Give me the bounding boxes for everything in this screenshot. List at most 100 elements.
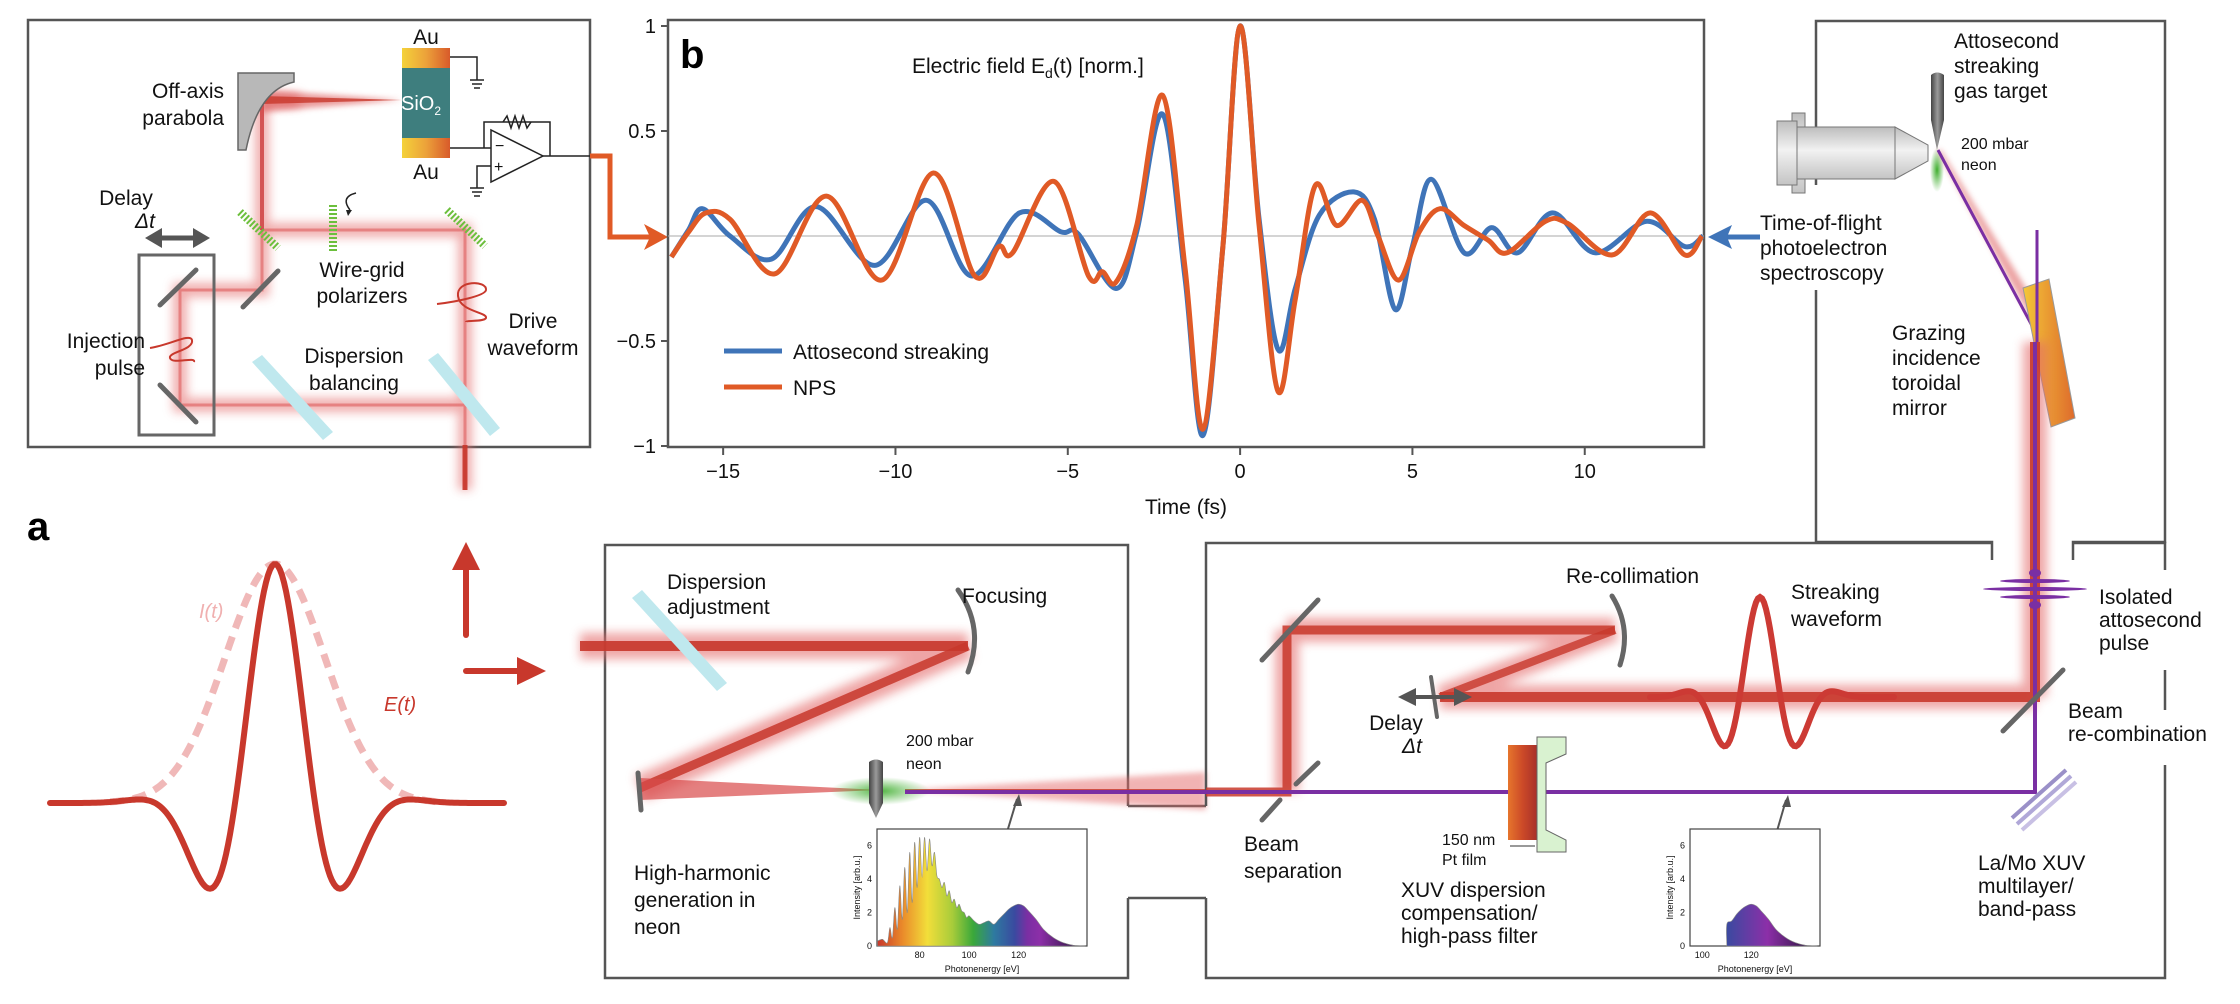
target-gas-pressure-label: 200 mbar neon	[1961, 136, 2029, 174]
beam-recombination-mirror	[2000, 667, 2066, 734]
x-tick-label: −10	[878, 461, 912, 483]
opamp-plus: +	[494, 159, 503, 176]
injection-pulse-icon	[149, 336, 195, 363]
au-electrode-top	[402, 48, 450, 68]
multilayer-label: La/Mo XUV multilayer/band-pass	[1978, 852, 2085, 921]
x-tick-label: −15	[706, 461, 740, 483]
tof-spectrometer	[1776, 112, 1929, 194]
intensity-label: I(t)	[199, 601, 223, 623]
au-bottom-label: Au	[413, 161, 439, 184]
drive-waveform-label: Drive waveform	[486, 310, 578, 360]
au-electrode-bottom	[402, 138, 450, 158]
hhg-box: Dispersion adjustment Focusing 200 mbar ne…	[580, 543, 1206, 980]
focusing-mirror	[955, 587, 978, 675]
isolated-attosecond-pulse-icon	[1983, 569, 2087, 609]
hhg-label: High-harmonic generation in neon	[634, 862, 771, 939]
off-axis-parabola-mirror	[237, 72, 295, 151]
inset-y-tick-label: 2	[867, 908, 872, 918]
steering-mirror-upper	[1259, 597, 1321, 663]
streaking-target-box: Attosecond streaking gas target 200 mbar ne…	[1760, 19, 2167, 560]
xuv-beam	[905, 342, 2037, 794]
signal-connector	[590, 153, 652, 240]
drive-waveform-icon	[436, 282, 487, 323]
sio2-label: SiO2	[401, 93, 441, 118]
panel-a-letter: a	[27, 505, 50, 549]
gas-jet	[1930, 148, 1944, 192]
opamp-minus: −	[495, 138, 504, 155]
x-tick-label: 10	[1574, 461, 1596, 483]
hhg-spectrum-inset: 0 2 4 6 80 100 120 Photonenergy [eV] Intensity […	[852, 828, 1088, 974]
x-tick-label: 0	[1235, 461, 1246, 483]
inset-y-tick-label: 4	[1680, 874, 1685, 884]
inset-x-tick-label: 120	[1011, 950, 1026, 960]
steering-mirror	[240, 268, 281, 310]
polarization-up-arrow-icon	[452, 542, 480, 638]
wire-grid-label: Wire-grid polarizers	[316, 259, 407, 308]
filter-substrate	[1536, 736, 1567, 853]
inset-y-tick-label: 0	[1680, 941, 1685, 951]
inset-x-tick-label: 120	[1744, 950, 1759, 960]
xuv-filter-label: XUV dispersion compensation/high-pass fil…	[1401, 879, 1546, 948]
legend-label-nps: NPS	[793, 377, 836, 400]
inset-y-tick-label: 0	[867, 941, 872, 951]
hhg-focusing-beam	[638, 641, 970, 793]
delay-double-arrow-icon[interactable]	[145, 228, 210, 248]
delay-label: Delay Δt	[99, 187, 156, 233]
multilayer-mirror	[2010, 768, 2078, 832]
inset-x-tick-label: 100	[1695, 950, 1710, 960]
x-tick-label: −5	[1056, 461, 1079, 483]
dispersion-plate-1	[252, 355, 333, 440]
chart-legend: Attosecond streaking NPS	[724, 341, 989, 400]
dispersion-plate-2	[428, 353, 500, 436]
inset-x-tick-label: 100	[962, 950, 977, 960]
gas-target-label: Attosecond streaking gas target	[1954, 30, 2059, 103]
hhg-flat-mirror	[635, 770, 644, 813]
inset-y-axis-label: Intensity [arb.u.]	[1665, 855, 1675, 919]
tof-arrow-icon	[1708, 225, 1732, 249]
xuv-beam-focus	[1936, 149, 2039, 336]
beam-separation-label: Beam separation	[1244, 833, 1342, 883]
inset-pointer-1-head-icon	[1013, 794, 1022, 806]
wire-grid-polarizer-1	[237, 209, 281, 251]
recollimation-mirror	[1609, 593, 1627, 668]
spectrum-area	[877, 837, 1086, 947]
beam-separation-mirror	[1259, 797, 1283, 823]
sio2-sample	[402, 68, 450, 138]
streaking-waveform-label: Streaking waveform	[1790, 581, 1882, 631]
inset-y-tick-label: 6	[867, 841, 872, 851]
inset-y-axis-label: Intensity [arb.u.]	[852, 855, 862, 919]
streaking-box: Re-collimation Streaking waveform Delay Δt…	[905, 230, 2207, 980]
off-axis-parabola-label: Off-axis parabola	[142, 80, 224, 130]
inset-y-tick-label: 2	[1680, 908, 1685, 918]
ir-beam-diagonal	[1438, 626, 1617, 701]
gas-target-nozzle	[1931, 72, 1944, 150]
intensity-envelope	[109, 560, 441, 806]
hhg-focus-cone	[640, 778, 880, 800]
isolated-pulse-label: Isolated attosecond pulse	[2099, 586, 2202, 655]
inset-y-tick-label: 4	[867, 874, 872, 884]
signal-arrow-icon	[644, 224, 668, 250]
beam-recombination-label: Beam re-combination	[2068, 700, 2207, 746]
nps-setup-box: Au Au SiO2 − + Off-axis parabola Delay Δt …	[26, 18, 592, 490]
nps-box-frame	[26, 18, 592, 449]
hhg-gas-label: 200 mbar neon	[906, 733, 974, 773]
hhg-gas-nozzle	[869, 759, 883, 818]
delay-stage[interactable]	[137, 253, 216, 437]
circuit	[450, 56, 590, 197]
x-axis-label: Time (fs)	[1145, 496, 1227, 519]
recollimation-label: Re-collimation	[1566, 565, 1699, 588]
rotation-arrowhead-icon	[346, 210, 352, 216]
electric-field-pulse	[47, 561, 507, 892]
wire-grid-polarizer-3	[444, 207, 488, 249]
pt-film-label: 150 nm Pt film	[1442, 832, 1495, 869]
propagation-right-arrow-icon	[463, 657, 546, 685]
filtered-spectrum-inset: 0 2 4 6 100 120 Photonenergy [eV] Intensity [ar…	[1665, 828, 1821, 974]
field-label: E(t)	[384, 694, 416, 716]
toroidal-mirror-label: Grazing incidence toroidal mirror	[1892, 322, 1981, 420]
dispersion-adjustment-label: Dispersion adjustment	[667, 571, 770, 619]
delay-double-arrow-icon-2[interactable]	[1398, 688, 1472, 706]
inset-pointer-2-head-icon	[1782, 795, 1791, 807]
streaking-waveform-icon	[1647, 593, 1897, 750]
inset-x-tick-label: 80	[915, 950, 925, 960]
